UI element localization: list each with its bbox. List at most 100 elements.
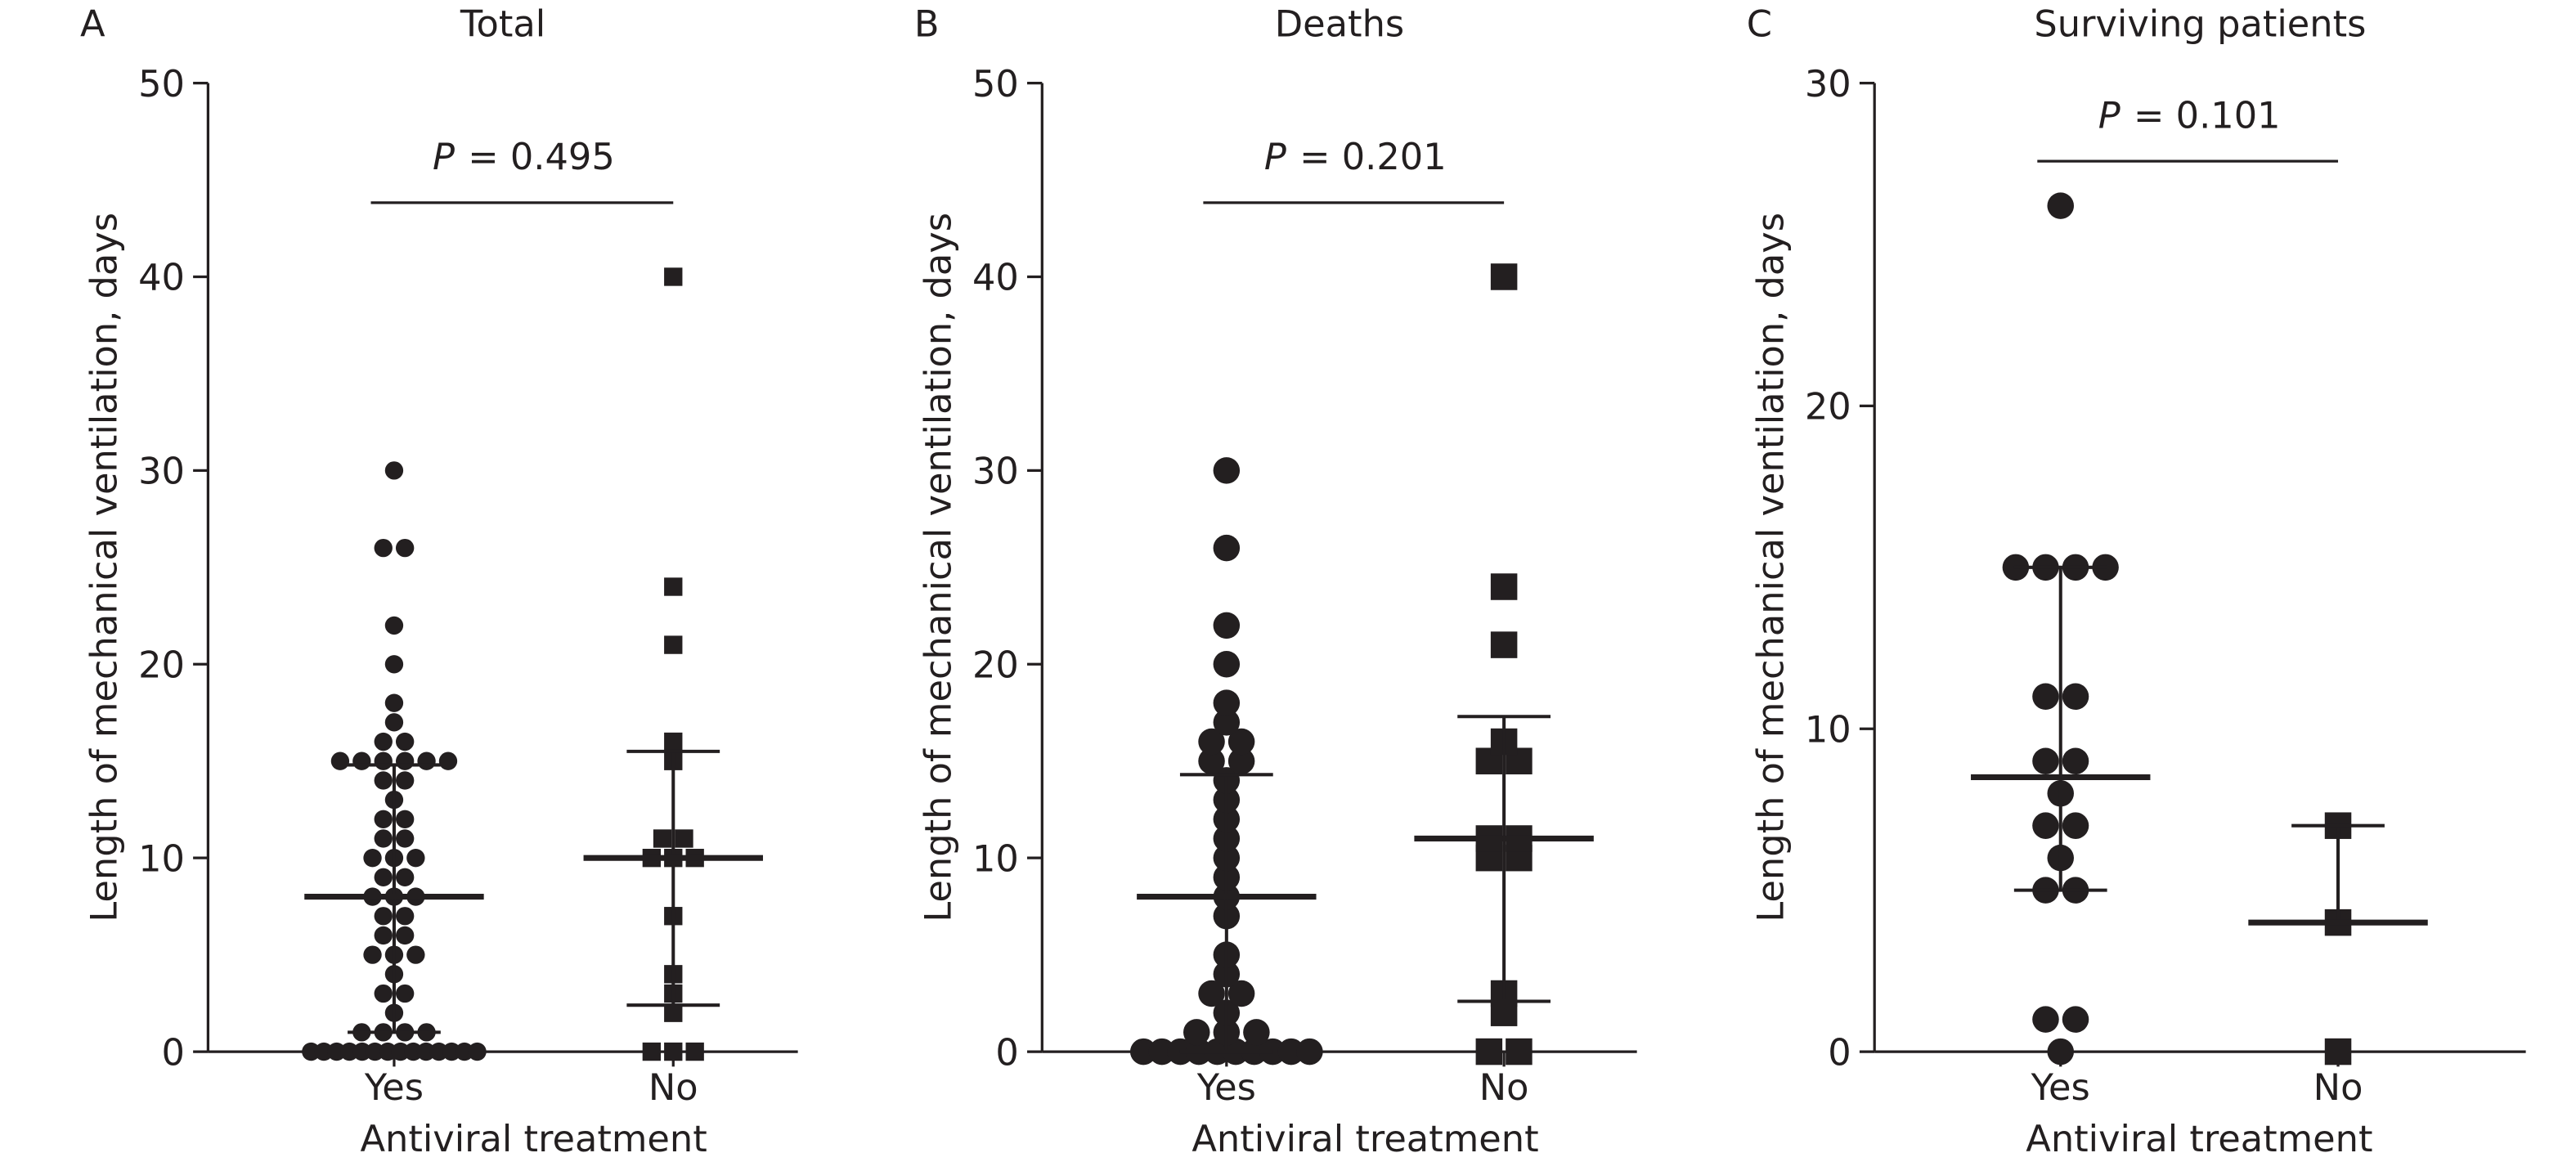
chart-title: Deaths bbox=[1275, 3, 1404, 46]
y-tick-label: 20 bbox=[972, 644, 1019, 687]
data-point bbox=[1490, 573, 1518, 600]
x-axis-label: Antiviral treatment bbox=[2026, 1118, 2372, 1153]
x-axis-label: Antiviral treatment bbox=[360, 1118, 707, 1153]
x-tick-label: No bbox=[1479, 1066, 1529, 1109]
data-point bbox=[406, 945, 425, 964]
data-point bbox=[406, 848, 425, 868]
data-point bbox=[1506, 1038, 1533, 1066]
data-point bbox=[2032, 747, 2059, 774]
data-point bbox=[442, 1042, 461, 1061]
data-point bbox=[1227, 980, 1255, 1007]
data-point bbox=[664, 1003, 683, 1022]
data-point bbox=[468, 1042, 487, 1061]
y-tick-label: 20 bbox=[138, 644, 185, 687]
data-point bbox=[1148, 1038, 1176, 1066]
data-point bbox=[384, 713, 404, 732]
data-point bbox=[642, 1042, 662, 1061]
data-point bbox=[2047, 192, 2074, 219]
y-tick-label: 20 bbox=[1805, 386, 1851, 428]
data-point bbox=[1198, 980, 1225, 1007]
y-tick-label: 0 bbox=[995, 1031, 1018, 1074]
chart-title: Total bbox=[460, 3, 545, 46]
data-point bbox=[1213, 651, 1241, 678]
x-tick-label: Yes bbox=[2031, 1066, 2090, 1109]
data-point bbox=[374, 751, 393, 770]
data-point bbox=[2047, 1038, 2074, 1066]
data-point bbox=[1213, 709, 1241, 736]
p-symbol: P bbox=[433, 136, 455, 178]
y-tick-label: 10 bbox=[972, 837, 1019, 880]
data-point bbox=[416, 1042, 436, 1061]
data-point bbox=[2062, 683, 2089, 711]
data-point bbox=[395, 771, 415, 790]
data-point bbox=[664, 577, 683, 596]
data-point bbox=[455, 1042, 474, 1061]
data-point bbox=[395, 751, 415, 770]
data-point bbox=[1227, 728, 1255, 756]
data-point bbox=[374, 926, 393, 945]
data-point bbox=[2032, 1006, 2059, 1033]
data-point bbox=[378, 1042, 397, 1061]
data-point bbox=[302, 1042, 321, 1061]
data-point bbox=[374, 538, 393, 558]
data-point bbox=[352, 751, 371, 770]
data-point bbox=[2062, 812, 2089, 839]
data-point bbox=[363, 848, 382, 868]
p-value: P = 0.201 bbox=[1264, 136, 1447, 178]
data-point bbox=[2032, 812, 2059, 839]
data-point bbox=[1183, 1019, 1210, 1046]
data-point bbox=[374, 907, 393, 926]
y-tick-label: 40 bbox=[138, 257, 185, 299]
data-point bbox=[366, 1042, 384, 1061]
data-point bbox=[664, 267, 683, 286]
panel-label: A bbox=[80, 3, 105, 46]
data-point bbox=[395, 829, 415, 848]
y-tick-label: 30 bbox=[138, 451, 185, 493]
data-point bbox=[664, 635, 683, 654]
y-axis-label: Length of mechanical ventilation, days bbox=[1749, 213, 1792, 922]
p-value: P = 0.495 bbox=[433, 136, 615, 178]
panel-label: C bbox=[1747, 3, 1772, 46]
data-point bbox=[1475, 1038, 1503, 1066]
data-point bbox=[2062, 747, 2089, 774]
p-text: = 0.201 bbox=[1299, 136, 1447, 178]
y-tick-label: 30 bbox=[1805, 63, 1851, 105]
x-tick-label: No bbox=[2313, 1066, 2363, 1109]
data-point bbox=[391, 1042, 410, 1061]
y-tick-label: 30 bbox=[972, 451, 1019, 493]
data-point bbox=[1296, 1038, 1323, 1066]
data-point bbox=[314, 1042, 334, 1061]
p-text: = 0.101 bbox=[2134, 94, 2281, 137]
data-point bbox=[395, 538, 415, 558]
data-point bbox=[1213, 689, 1241, 716]
data-point bbox=[384, 693, 404, 712]
data-point bbox=[374, 829, 393, 848]
chart-title: Surviving patients bbox=[2034, 3, 2366, 46]
data-point bbox=[664, 1042, 683, 1061]
y-tick-label: 40 bbox=[972, 257, 1019, 299]
data-point bbox=[1490, 263, 1518, 290]
data-point bbox=[330, 751, 350, 770]
data-point bbox=[374, 771, 393, 790]
data-point bbox=[653, 829, 672, 848]
x-tick-label: Yes bbox=[1196, 1066, 1256, 1109]
data-point bbox=[675, 829, 693, 848]
panel-label: B bbox=[914, 3, 940, 46]
data-point bbox=[395, 984, 415, 1003]
data-point bbox=[374, 732, 393, 751]
data-point bbox=[384, 655, 404, 674]
p-text: = 0.495 bbox=[468, 136, 615, 178]
data-point bbox=[2032, 683, 2059, 711]
data-point bbox=[395, 907, 415, 926]
data-point bbox=[417, 751, 436, 770]
y-tick-label: 50 bbox=[138, 63, 185, 105]
p-value: P = 0.101 bbox=[2098, 94, 2281, 137]
y-tick-label: 0 bbox=[1828, 1031, 1851, 1074]
y-tick-label: 0 bbox=[162, 1031, 185, 1074]
data-point bbox=[2062, 1006, 2089, 1033]
data-point bbox=[2324, 1038, 2352, 1066]
data-point bbox=[395, 810, 415, 828]
y-axis-label: Length of mechanical ventilation, days bbox=[83, 213, 126, 922]
